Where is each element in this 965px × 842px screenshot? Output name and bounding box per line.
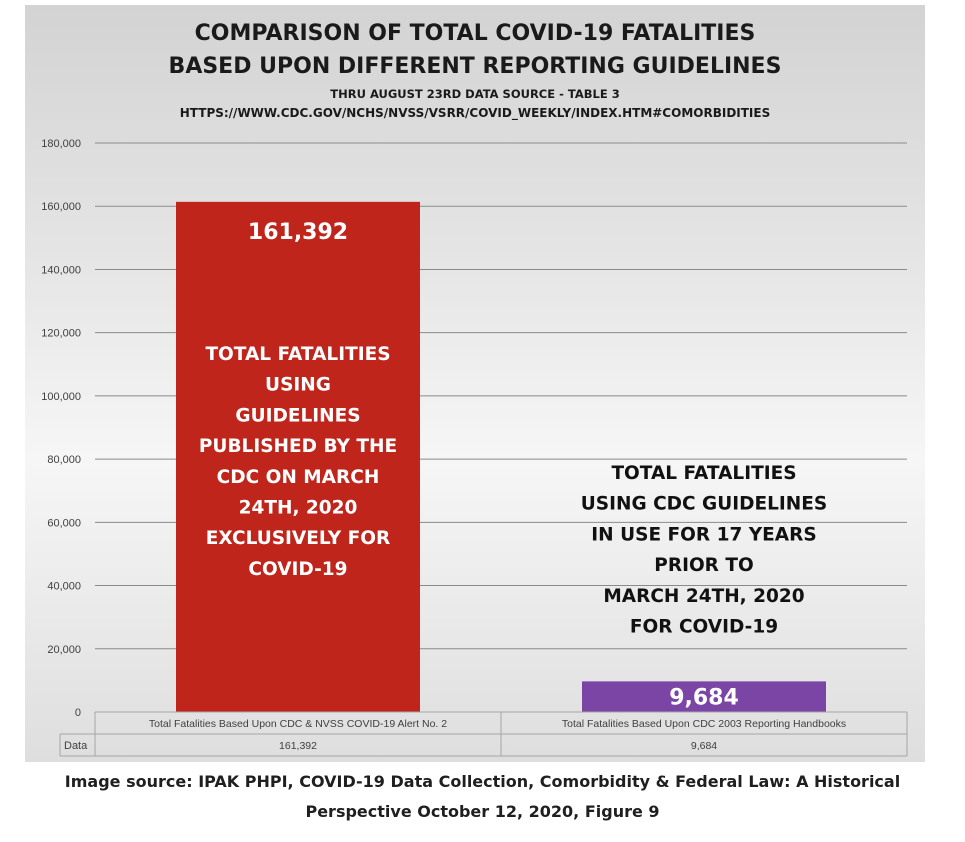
chart-title-line2: BASED UPON DIFFERENT REPORTING GUIDELINE…	[168, 54, 782, 79]
y-tick-label: 100,000	[41, 391, 81, 403]
y-tick-label: 160,000	[41, 201, 81, 213]
bar-annotation-line: USING	[265, 375, 331, 396]
bar-annotation-line: PRIOR TO	[654, 555, 753, 576]
y-tick-label: 40,000	[47, 581, 81, 593]
bar-annotation-line: GUIDELINES	[235, 405, 360, 426]
image-source-caption-line2: Perspective October 12, 2020, Figure 9	[305, 802, 660, 821]
bar	[176, 201, 420, 712]
image-source-caption: Image source: IPAK PHPI, COVID-19 Data C…	[64, 772, 901, 791]
bar-annotation-line: COVID-19	[248, 559, 347, 580]
y-tick-label: 20,000	[47, 644, 81, 656]
chart-title: COMPARISON OF TOTAL COVID-19 FATALITIES	[194, 21, 756, 46]
chart-panel: COMPARISON OF TOTAL COVID-19 FATALITIES …	[25, 5, 925, 762]
bar	[582, 681, 826, 712]
bar-annotation-line: 24TH, 2020	[239, 498, 358, 519]
data-label: 9,684	[669, 685, 739, 710]
data-table-cell: 9,684	[691, 740, 717, 752]
bar-annotation-line: MARCH 24TH, 2020	[603, 586, 804, 607]
bar-annotation-line: TOTAL FATALITIES	[205, 344, 390, 365]
bar-annotation-line: USING CDC GUIDELINES	[581, 494, 828, 515]
y-tick-label: 140,000	[41, 264, 81, 276]
bar-annotation-line: EXCLUSIVELY FOR	[206, 528, 391, 549]
bar-annotation-line: CDC ON MARCH	[217, 467, 380, 488]
category-label: Total Fatalities Based Upon CDC 2003 Rep…	[562, 718, 846, 730]
data-table-cell: 161,392	[279, 740, 317, 752]
bar-annotation-line: FOR COVID-19	[630, 617, 778, 638]
y-tick-label: 120,000	[41, 328, 81, 340]
y-tick-label: 60,000	[47, 517, 81, 529]
chart-source-url: HTTPS://WWW.CDC.GOV/NCHS/NVSS/VSRR/COVID…	[179, 106, 771, 120]
y-tick-label: 0	[75, 707, 81, 719]
bar-annotation-line: IN USE FOR 17 YEARS	[591, 524, 816, 545]
bar-chart: 0 20,000 40,000 60,000 80,000 100,000 120,000 1…	[41, 138, 908, 757]
chart-subtitle: THRU AUGUST 23RD DATA SOURCE - TABLE 3	[330, 87, 620, 101]
bar-annotation-line: TOTAL FATALITIES	[611, 463, 796, 484]
y-tick-label: 80,000	[47, 454, 81, 466]
y-tick-label: 180,000	[41, 138, 81, 150]
category-label: Total Fatalities Based Upon CDC & NVSS C…	[149, 718, 447, 730]
bar-annotation-line: PUBLISHED BY THE	[199, 436, 397, 457]
data-table-row-label: Data	[64, 740, 88, 752]
data-label: 161,392	[248, 220, 348, 245]
